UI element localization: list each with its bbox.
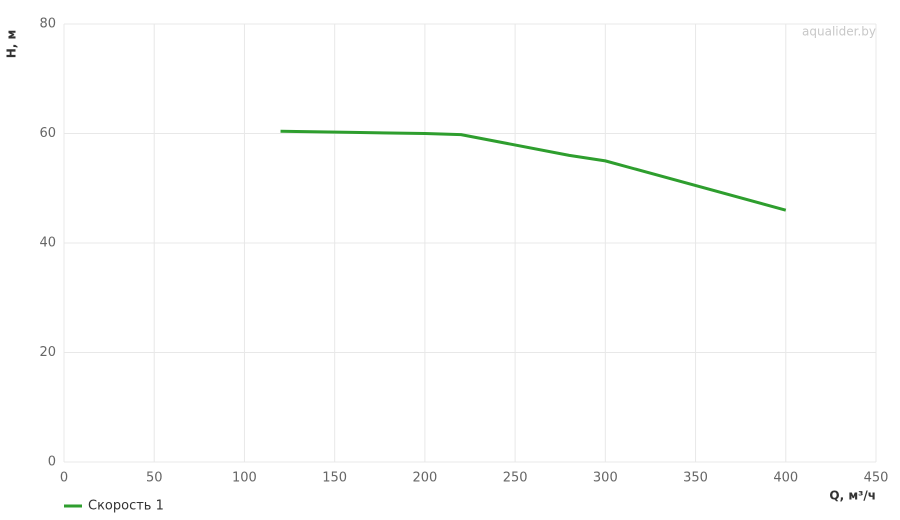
y-tick-label: 0: [48, 455, 56, 470]
x-tick-label: 400: [773, 471, 798, 486]
x-tick-label: 50: [146, 471, 163, 486]
x-tick-label: 250: [503, 471, 528, 486]
y-tick-label: 40: [39, 236, 56, 251]
watermark: aqualider.by: [802, 25, 876, 39]
y-tick-label: 20: [39, 345, 56, 360]
x-tick-label: 150: [322, 471, 347, 486]
legend-label: Скорость 1: [88, 499, 164, 514]
x-tick-label: 0: [60, 471, 68, 486]
y-axis-title: H, м: [5, 30, 19, 59]
x-tick-label: 450: [864, 471, 889, 486]
x-tick-label: 300: [593, 471, 618, 486]
x-tick-label: 200: [412, 471, 437, 486]
x-axis-title: Q, м³/ч: [829, 489, 876, 503]
y-tick-label: 80: [39, 17, 56, 32]
x-tick-label: 100: [232, 471, 257, 486]
y-tick-label: 60: [39, 126, 56, 141]
line-series: [280, 129, 787, 212]
x-tick-label: 350: [683, 471, 708, 486]
